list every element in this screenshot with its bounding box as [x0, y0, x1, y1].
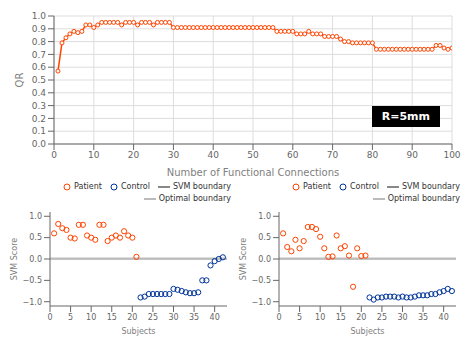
svg-text:15: 15 — [107, 313, 117, 322]
svg-text:40: 40 — [207, 150, 219, 160]
svg-text:60: 60 — [287, 150, 299, 160]
svg-text:0.5: 0.5 — [258, 233, 271, 242]
svg-text:15: 15 — [336, 313, 346, 322]
svg-text:25: 25 — [148, 313, 158, 322]
svg-text:25: 25 — [377, 313, 387, 322]
svg-text:30: 30 — [397, 313, 407, 322]
svg-text:100: 100 — [443, 150, 460, 160]
svg-text:0.5: 0.5 — [32, 75, 46, 85]
svg-text:1.0: 1.0 — [29, 212, 42, 221]
svg-text:70: 70 — [327, 150, 339, 160]
svg-text:35: 35 — [189, 313, 199, 322]
svg-text:40: 40 — [439, 313, 449, 322]
html-text:R=5mm: R=5mm — [381, 110, 430, 123]
svg-text:0.0: 0.0 — [29, 255, 42, 264]
svg-text:30: 30 — [168, 150, 180, 160]
svg-text:20: 20 — [127, 313, 137, 322]
svg-text:1.0: 1.0 — [32, 11, 47, 21]
svg-text:5: 5 — [297, 313, 302, 322]
svg-text:0: 0 — [51, 150, 57, 160]
svg-text:10: 10 — [86, 313, 96, 322]
html-text:Control: Control — [121, 182, 150, 191]
svg-text:Subjects: Subjects — [121, 327, 155, 336]
svg-text:5: 5 — [68, 313, 73, 322]
svg-text:30: 30 — [168, 313, 178, 322]
svg-text:1.0: 1.0 — [258, 212, 271, 221]
html-text:Optimal boundary: Optimal boundary — [158, 194, 231, 203]
svg-text:Subjects: Subjects — [350, 327, 384, 336]
svg-text:SVM Score: SVM Score — [10, 238, 19, 280]
svg-text:0.7: 0.7 — [32, 50, 46, 60]
svg-text:20: 20 — [356, 313, 366, 322]
svg-text:−1.0: −1.0 — [252, 298, 271, 307]
svg-text:SVM Score: SVM Score — [239, 238, 248, 280]
svg-text:−0.5: −0.5 — [23, 276, 42, 285]
html-text:SVM boundary: SVM boundary — [172, 182, 231, 191]
svg-text:0.3: 0.3 — [32, 101, 46, 111]
svg-text:0.0: 0.0 — [258, 255, 271, 264]
svg-text:10: 10 — [315, 313, 325, 322]
svg-text:0: 0 — [47, 313, 52, 322]
svg-text:10: 10 — [88, 150, 100, 160]
svg-text:0.0: 0.0 — [32, 139, 47, 149]
svg-text:90: 90 — [406, 150, 418, 160]
svg-text:0.6: 0.6 — [32, 62, 47, 72]
html-text:SVM boundary: SVM boundary — [401, 182, 460, 191]
svg-text:0.8: 0.8 — [32, 37, 47, 47]
svg-text:0.2: 0.2 — [32, 114, 46, 124]
svg-text:−1.0: −1.0 — [23, 298, 42, 307]
html-text:Optimal boundary: Optimal boundary — [387, 194, 460, 203]
html-text:Patient: Patient — [74, 182, 102, 191]
svg-text:0.9: 0.9 — [32, 24, 47, 34]
svg-text:−0.5: −0.5 — [252, 276, 271, 285]
svg-text:Number of Functional Connectio: Number of Functional Connections — [167, 167, 340, 178]
html-text:Control: Control — [350, 182, 379, 191]
svg-text:0.5: 0.5 — [29, 233, 42, 242]
svg-text:50: 50 — [247, 150, 259, 160]
svg-text:0.4: 0.4 — [32, 88, 47, 98]
svg-text:0: 0 — [276, 313, 281, 322]
svg-text:35: 35 — [418, 313, 428, 322]
svg-text:40: 40 — [210, 313, 220, 322]
svg-text:QR: QR — [14, 73, 25, 88]
svg-text:80: 80 — [367, 150, 379, 160]
html-text:Patient: Patient — [303, 182, 331, 191]
svg-text:20: 20 — [128, 150, 140, 160]
svg-text:0.1: 0.1 — [32, 126, 46, 136]
